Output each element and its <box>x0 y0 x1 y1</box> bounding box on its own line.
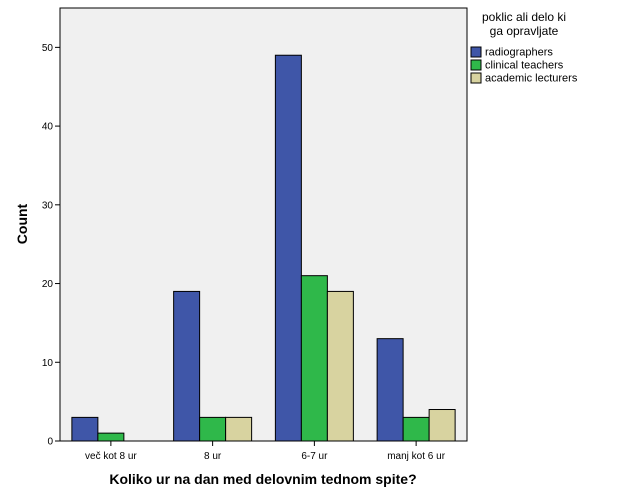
plot-area <box>59 7 468 442</box>
bar-clinical-teachers <box>97 432 125 442</box>
bar-radiographers <box>376 338 404 442</box>
x-tick-label: 8 ur <box>204 451 222 462</box>
y-ticks-group: 0 10 20 30 40 50 <box>42 43 60 448</box>
y-tick-label: 20 <box>42 279 54 290</box>
y-tick-label: 30 <box>42 200 54 211</box>
bar-radiographers <box>173 290 201 442</box>
bar-clinical-teachers <box>402 416 430 442</box>
legend-swatch <box>470 59 482 71</box>
legend-swatch <box>470 72 482 84</box>
bar-academic-lecturers <box>326 290 354 442</box>
y-tick-label: 50 <box>42 43 54 54</box>
bar-radiographers <box>71 416 99 442</box>
legend-title: poklic ali delo ki <box>482 10 566 24</box>
legend-title: ga opravljate <box>490 24 559 38</box>
legend-swatch <box>470 46 482 58</box>
legend-label: academic lecturers <box>485 73 578 85</box>
y-tick-label: 10 <box>42 358 54 369</box>
legend-label: radiographers <box>485 47 553 59</box>
x-ticks-group: več kot 8 ur 8 ur 6-7 ur manj kot 6 ur <box>85 441 446 462</box>
bar-academic-lecturers <box>428 409 456 442</box>
x-tick-label: več kot 8 ur <box>85 451 137 462</box>
y-tick-label: 0 <box>47 437 53 448</box>
x-axis-title: Koliko ur na dan med delovnim tednom spi… <box>109 471 416 487</box>
bar-clinical-teachers <box>300 275 328 442</box>
y-axis-title: Count <box>14 203 30 244</box>
bars-group <box>71 54 456 442</box>
bar-clinical-teachers <box>199 416 227 442</box>
y-tick-label: 40 <box>42 122 54 133</box>
legend-label: clinical teachers <box>485 60 564 72</box>
x-tick-label: manj kot 6 ur <box>387 451 445 462</box>
x-tick-label: 6-7 ur <box>301 451 328 462</box>
bar-radiographers <box>274 54 302 442</box>
bar-academic-lecturers <box>225 416 253 442</box>
